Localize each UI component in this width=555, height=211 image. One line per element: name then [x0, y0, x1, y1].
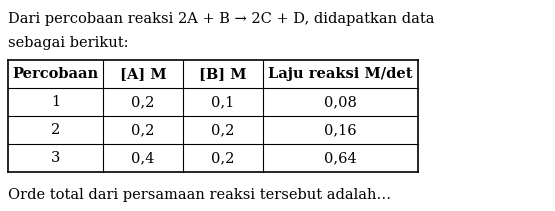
Text: 1: 1 — [51, 95, 60, 109]
Text: 0,2: 0,2 — [132, 95, 155, 109]
Text: [A] M: [A] M — [120, 67, 166, 81]
Text: sebagai berikut:: sebagai berikut: — [8, 36, 129, 50]
Text: Orde total dari persamaan reaksi tersebut adalah…: Orde total dari persamaan reaksi tersebu… — [8, 188, 391, 202]
Text: 0,64: 0,64 — [324, 151, 357, 165]
Text: 0,16: 0,16 — [324, 123, 357, 137]
Text: Laju reaksi M/det: Laju reaksi M/det — [268, 67, 413, 81]
Text: 0,2: 0,2 — [132, 123, 155, 137]
Text: 3: 3 — [51, 151, 60, 165]
Text: 0,1: 0,1 — [211, 95, 235, 109]
Text: 0,2: 0,2 — [211, 123, 235, 137]
Text: 0,4: 0,4 — [132, 151, 155, 165]
Text: 0,08: 0,08 — [324, 95, 357, 109]
Text: Percobaan: Percobaan — [12, 67, 99, 81]
Text: 2: 2 — [51, 123, 60, 137]
Text: Dari percobaan reaksi 2A + B → 2C + D, didapatkan data: Dari percobaan reaksi 2A + B → 2C + D, d… — [8, 12, 435, 26]
Text: [B] M: [B] M — [199, 67, 247, 81]
Text: 0,2: 0,2 — [211, 151, 235, 165]
